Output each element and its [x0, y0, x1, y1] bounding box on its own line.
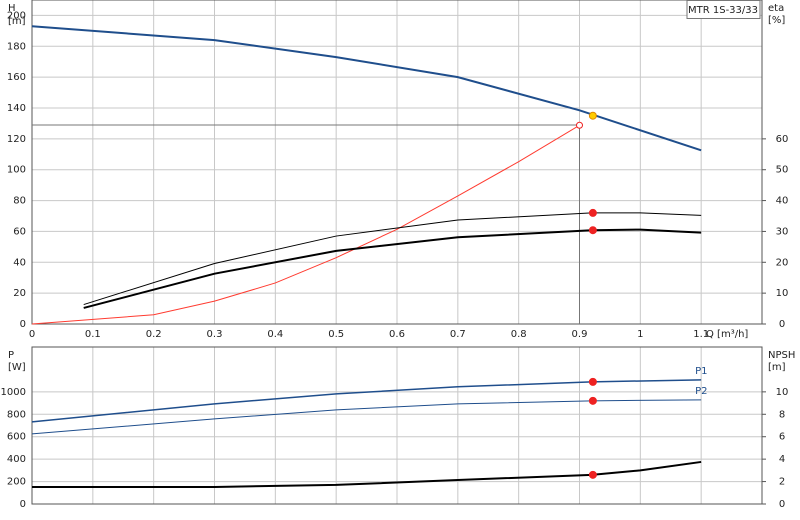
y-tick-label: 60 [13, 226, 26, 237]
y-tick-label: 200 [7, 10, 26, 21]
y2-axis-unit: [m] [768, 362, 786, 373]
x-tick-label: 1.1 [693, 329, 709, 340]
x-tick-label: 0.3 [207, 329, 223, 340]
x-tick-label: 0.5 [328, 329, 344, 340]
x-tick-label: 0.4 [267, 329, 283, 340]
x-tick-label: 0.1 [85, 329, 101, 340]
y-tick-label: 200 [7, 477, 26, 488]
y-tick-label: 180 [7, 41, 26, 52]
title-box [686, 0, 761, 19]
y2-tick-label: 10 [776, 387, 789, 398]
y-tick-label: 400 [7, 454, 26, 465]
x-tick-label: 0.9 [572, 329, 588, 340]
plot-frame [31, 0, 763, 325]
x-tick-label: 0.7 [450, 329, 466, 340]
y2-axis-label: eta [768, 3, 784, 14]
y2-tick-label: 6 [779, 432, 785, 443]
y2-tick-label: 50 [776, 165, 789, 176]
y-tick-label: 20 [13, 288, 26, 299]
y2-tick-label: 40 [776, 196, 789, 207]
y-tick-label: 140 [7, 103, 26, 114]
y2-tick-label: 0 [779, 499, 785, 510]
y-tick-label: 40 [13, 257, 26, 268]
y-axis-label: H [8, 3, 16, 14]
point [588, 396, 597, 405]
y2-tick-label: 30 [776, 226, 789, 237]
y2-tick-label: 10 [776, 288, 789, 299]
y2-axis-unit: [%] [768, 15, 785, 26]
y-tick-label: 80 [13, 196, 26, 207]
y-tick-label: 100 [7, 165, 26, 176]
y2-tick-label: 8 [779, 409, 785, 420]
curve-label: P1 [695, 366, 707, 377]
x-axis-label: Q [m³/h] [706, 329, 748, 340]
y-tick-label: 800 [7, 409, 26, 420]
y2-tick-label: 60 [776, 134, 789, 145]
x-tick-label: 1 [637, 329, 643, 340]
y2-tick-label: 0 [779, 319, 785, 330]
plot-frame [31, 346, 763, 505]
curve [31, 379, 702, 423]
x-tick-label: 0 [29, 329, 35, 340]
x-tick-label: 0.2 [146, 329, 162, 340]
y-axis-label: P [8, 350, 14, 361]
y-tick-label: 0 [20, 499, 26, 510]
y2-tick-label: 4 [779, 454, 785, 465]
curve [83, 212, 702, 306]
curve [31, 25, 702, 152]
x-tick-label: 0.6 [389, 329, 405, 340]
point [588, 377, 597, 386]
y2-tick-label: 20 [776, 257, 789, 268]
y-tick-label: 600 [7, 432, 26, 443]
curve [32, 460, 702, 488]
y-tick-label: 0 [20, 319, 26, 330]
point [588, 470, 597, 479]
curve [83, 228, 702, 309]
curve [31, 124, 580, 325]
point [576, 121, 583, 129]
y-axis-unit: [W] [8, 362, 26, 373]
chart-title: MTR 1S-33/33 [688, 5, 758, 16]
point [588, 111, 597, 120]
point [588, 208, 597, 217]
y-tick-label: 160 [7, 72, 26, 83]
y-tick-label: 120 [7, 134, 26, 145]
curve-label: P2 [695, 386, 707, 397]
y2-axis-label: NPSH [768, 350, 795, 361]
y-axis-unit: [m] [8, 16, 26, 27]
y2-tick-label: 2 [779, 477, 785, 488]
point [588, 226, 597, 235]
x-tick-label: 0.8 [511, 329, 527, 340]
y-tick-label: 1000 [1, 387, 26, 398]
curve [31, 399, 702, 435]
